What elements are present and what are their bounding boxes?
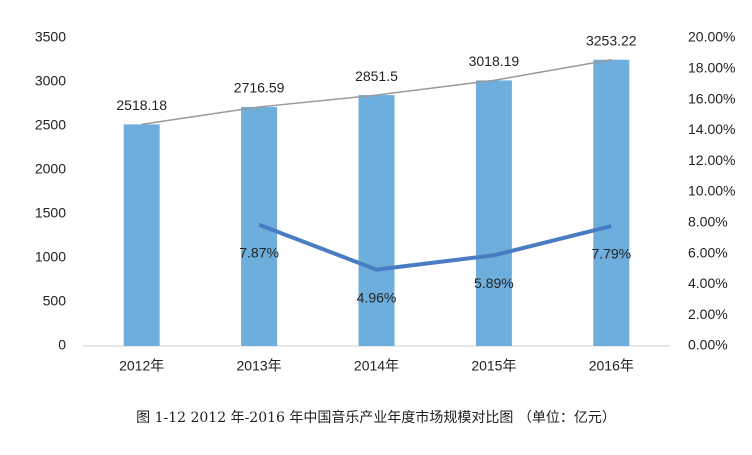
- y-tick-label: 500: [43, 293, 67, 309]
- y2-tick-label: 6.00%: [688, 244, 728, 260]
- y2-tick-label: 12.00%: [688, 152, 735, 168]
- bar: [123, 124, 160, 346]
- bar: [358, 95, 395, 347]
- y2-tick-label: 4.00%: [688, 275, 728, 291]
- x-tick-label: 2012年: [119, 358, 164, 374]
- bar: [475, 80, 512, 346]
- y-tick-label: 3500: [35, 29, 66, 45]
- y2-tick-label: 0.00%: [688, 337, 728, 353]
- x-tick-label: 2013年: [237, 358, 282, 374]
- x-tick-label: 2016年: [589, 358, 634, 374]
- x-tick-label: 2015年: [471, 358, 516, 374]
- bar-value-label: 3253.22: [586, 32, 637, 48]
- bar-value-label: 2716.59: [234, 80, 285, 96]
- line-value-label: 4.96%: [357, 289, 397, 305]
- y2-tick-label: 16.00%: [688, 90, 735, 106]
- y-tick-label: 1000: [35, 249, 66, 265]
- line-value-label: 7.79%: [591, 246, 631, 262]
- trend-line: [141, 58, 612, 126]
- bar-value-label: 2518.18: [116, 97, 167, 113]
- y2-tick-label: 20.00%: [688, 29, 735, 45]
- y2-tick-label: 8.00%: [688, 214, 728, 230]
- x-tick-label: 2014年: [354, 358, 399, 374]
- y-tick-label: 1500: [35, 205, 66, 221]
- bar-value-label: 3018.19: [469, 53, 520, 69]
- line-value-label: 7.87%: [239, 245, 279, 261]
- y2-tick-label: 18.00%: [688, 60, 735, 76]
- line-value-label: 5.89%: [474, 275, 514, 291]
- y2-tick-label: 2.00%: [688, 306, 728, 322]
- y2-tick-label: 14.00%: [688, 121, 735, 137]
- y-tick-label: 3000: [35, 73, 66, 89]
- bar-value-label: 2851.5: [355, 68, 398, 84]
- y-tick-label: 0: [58, 337, 66, 353]
- bar: [593, 59, 630, 346]
- y2-tick-label: 10.00%: [688, 183, 735, 199]
- caption: 图 1-12 2012 年-2016 年中国音乐产业年度市场规模对比图 （单位：…: [136, 409, 616, 426]
- y-tick-label: 2500: [35, 117, 66, 133]
- y-tick-label: 2000: [35, 161, 66, 177]
- growth-line: [258, 222, 612, 272]
